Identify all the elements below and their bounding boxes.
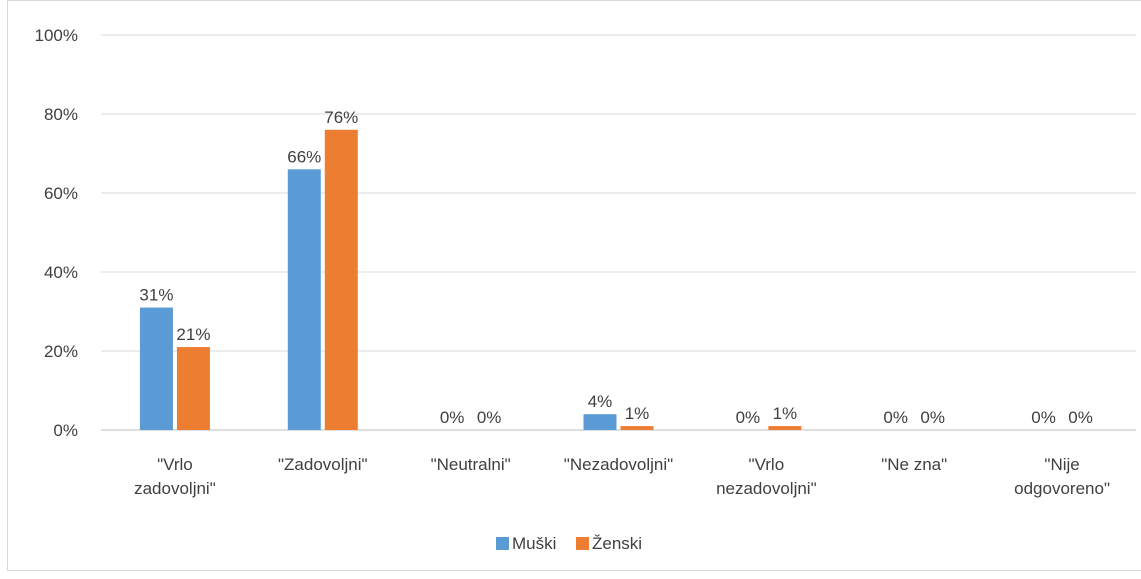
bar-ženski (176, 347, 210, 430)
bar-muški (583, 414, 617, 430)
data-label: 66% (287, 147, 321, 166)
y-tick-label: 40% (44, 263, 78, 282)
y-tick-label: 60% (44, 184, 78, 203)
data-label: 76% (324, 108, 358, 127)
data-label: 0% (920, 408, 945, 427)
x-tick-label: "Zadovoljni" (278, 455, 368, 474)
y-tick-label: 20% (44, 342, 78, 361)
bar-ženski (324, 129, 358, 431)
x-tick-label: "Vrlo zadovoljni" (134, 455, 216, 498)
y-tick-label: 80% (44, 105, 78, 124)
bar-ženski (768, 426, 802, 430)
x-tick-label: "Nije odgovoreno" (1014, 455, 1110, 498)
data-label: 4% (588, 392, 613, 411)
data-label: 0% (1068, 408, 1093, 427)
legend-swatch-ženski (576, 537, 589, 550)
x-tick-label: "Neutralni" (431, 455, 511, 474)
data-label: 21% (176, 325, 210, 344)
x-tick-label: "Vrlo nezadovoljni" (716, 455, 817, 498)
data-label: 31% (139, 286, 173, 305)
x-tick-label: "Ne zna" (881, 455, 947, 474)
data-label: 0% (883, 408, 908, 427)
data-label: 0% (736, 408, 761, 427)
legend-label: Ženski (592, 534, 642, 553)
y-tick-label: 100% (35, 26, 78, 45)
data-label: 0% (1031, 408, 1056, 427)
data-label: 0% (477, 408, 502, 427)
x-tick-label: "Nezadovoljni" (564, 455, 673, 474)
bar-ženski (620, 426, 654, 430)
legend-label: Muški (512, 534, 556, 553)
bar-muški (287, 169, 321, 431)
data-label: 1% (625, 404, 650, 423)
chart-border (7, 0, 1141, 571)
data-label: 0% (440, 408, 465, 427)
legend-swatch-muški (496, 537, 509, 550)
bar-muški (139, 307, 173, 430)
data-label: 1% (773, 404, 798, 423)
y-tick-label: 0% (53, 421, 78, 440)
